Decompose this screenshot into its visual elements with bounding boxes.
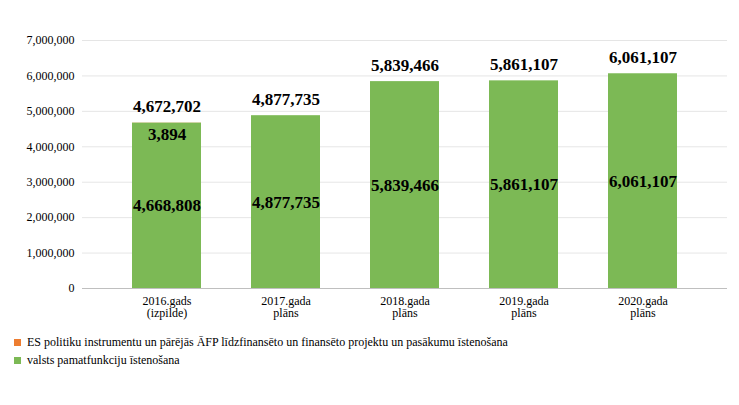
html-text:ES politiku instrumentu un pār: ES politiku instrumentu un pārējās ĀFP l… — [27, 335, 508, 349]
svg-text:4,877,735: 4,877,735 — [252, 193, 320, 212]
svg-text:5,861,107: 5,861,107 — [490, 175, 559, 194]
html-text:valsts pamatfunkciju īstenošan: valsts pamatfunkciju īstenošana — [27, 353, 180, 367]
svg-text:4,672,702: 4,672,702 — [133, 97, 201, 116]
svg-text:4,877,735: 4,877,735 — [252, 90, 320, 109]
svg-text:3,894: 3,894 — [148, 125, 187, 144]
svg-text:3,000,000: 3,000,000 — [27, 175, 75, 189]
svg-text:6,000,000: 6,000,000 — [27, 69, 75, 83]
svg-text:2019.gadaplāns: 2019.gadaplāns — [499, 294, 549, 320]
svg-text:1,000,000: 1,000,000 — [27, 246, 75, 260]
svg-text:4,668,808: 4,668,808 — [133, 196, 201, 215]
svg-text:5,839,466: 5,839,466 — [371, 56, 439, 75]
svg-text:2,000,000: 2,000,000 — [27, 210, 75, 224]
svg-text:6,061,107: 6,061,107 — [609, 48, 678, 67]
svg-text:4,000,000: 4,000,000 — [27, 140, 75, 154]
svg-text:5,839,466: 5,839,466 — [371, 175, 439, 194]
svg-text:5,000,000: 5,000,000 — [27, 104, 75, 118]
svg-text:2018.gadaplāns: 2018.gadaplāns — [380, 294, 430, 320]
svg-text:2016.gads(izpilde): 2016.gads(izpilde) — [143, 294, 192, 320]
svg-text:0: 0 — [69, 281, 75, 295]
svg-text:2020.gadaplāns: 2020.gadaplāns — [618, 294, 668, 320]
svg-text:7,000,000: 7,000,000 — [27, 33, 75, 47]
svg-text:5,861,107: 5,861,107 — [490, 55, 559, 74]
svg-text:6,061,107: 6,061,107 — [609, 172, 678, 191]
svg-text:2017.gadaplāns: 2017.gadaplāns — [261, 294, 311, 320]
